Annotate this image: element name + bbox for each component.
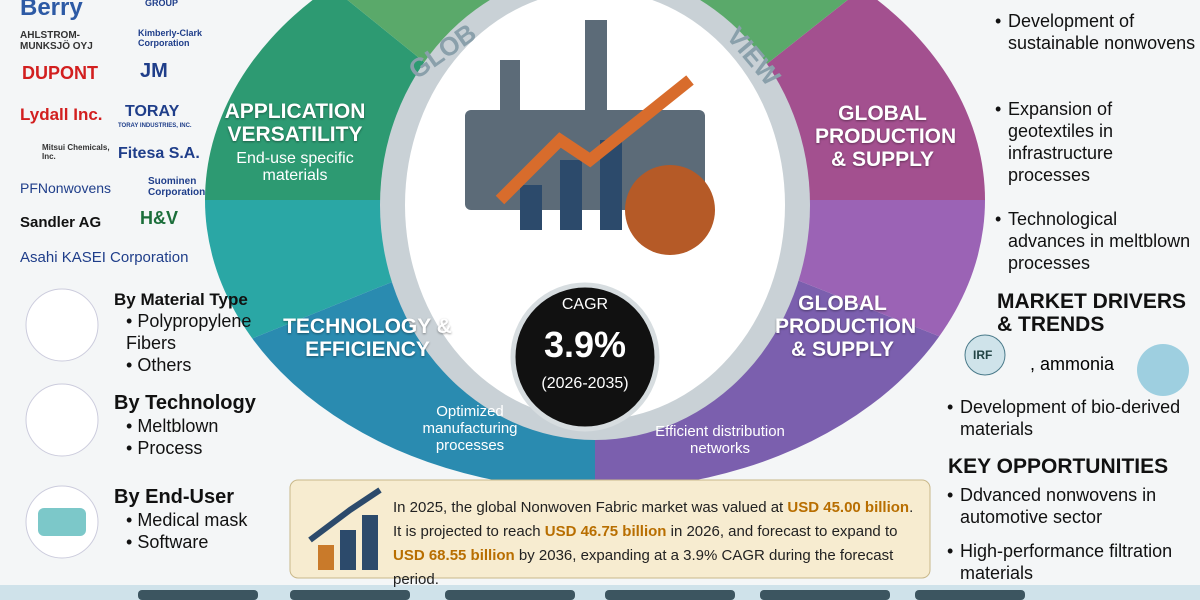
logo: Mitsui Chemicals, Inc. — [42, 143, 110, 161]
cagr-value: 3.9% — [543, 324, 627, 365]
segment-item-text: Process — [137, 438, 203, 458]
trend-item: Technological advances in meltblown proc… — [995, 208, 1193, 274]
icon-label: IRF — [973, 348, 993, 362]
summary-box — [289, 479, 931, 579]
cagr-badge — [510, 282, 660, 432]
factory-icon — [465, 20, 715, 255]
irf-icon — [964, 334, 1006, 376]
wheel-segment-text: Efficient distribution networks — [655, 423, 785, 457]
segment-item-text: Polypropylene Fibers — [126, 311, 252, 353]
segment-item-text: Software — [137, 532, 209, 552]
summary-text: In 2025, the global Nonwoven Fabric mark… — [393, 496, 923, 592]
opportunity-item: High-performance filtration materials — [947, 540, 1195, 584]
summary-part: in 2026, and forecast to expand to — [666, 523, 898, 540]
logo: JM — [140, 60, 168, 82]
summary-part: In 2025, the global Nonwoven Fabric mark… — [393, 499, 788, 516]
logo: Suominen Corporation — [148, 176, 206, 198]
segment: By End-User • Medical mask • Software — [114, 486, 247, 553]
cagr-label: CAGR — [561, 296, 609, 313]
logo: Asahi KASEI Corporation — [20, 249, 189, 266]
logo: Fitesa S.A. — [118, 145, 200, 162]
logo: H&V — [140, 208, 179, 228]
segment-item-text: Meltblown — [137, 416, 219, 436]
bottom-tabs — [138, 590, 1025, 600]
segment-item: • Meltblown — [126, 416, 219, 436]
trend-item: Development of sustainable nonwovens — [995, 10, 1198, 54]
logo: Berry — [20, 0, 83, 21]
segment-item: • Others — [126, 355, 192, 375]
summary-highlight: USD 68.55 billion — [393, 547, 515, 564]
growth-chart-icon — [308, 487, 382, 570]
logo: Lydall Inc. — [20, 105, 103, 124]
wheel-segment-title: TECHNOLOGY & EFFICIENCY — [283, 315, 452, 361]
segment-icons — [25, 288, 99, 559]
wheel-segment-title: APPLICATION VERSATILITY — [224, 100, 366, 146]
ring-icon — [1137, 344, 1189, 396]
segment-item: • Polypropylene Fibers — [126, 311, 252, 353]
driver-text: , ammonia — [1030, 354, 1115, 374]
wheel-segment-text: End-use specific materials — [236, 150, 354, 184]
segment-item: • Software — [126, 532, 209, 552]
segment-item-text: Others — [137, 355, 192, 375]
segment-item: • Medical mask — [126, 510, 248, 530]
segment-title: By Technology — [114, 392, 256, 414]
summary-highlight: USD 46.75 billion — [544, 523, 667, 540]
wheel-segment-text: Optimized manufacturing processes — [422, 403, 518, 454]
cagr-period: (2026-2035) — [541, 375, 629, 392]
section-heading: MARKET DRIVERS & TRENDS — [997, 290, 1187, 336]
segment-item: • Process — [126, 438, 203, 458]
logo: Kimberly-Clark Corporation — [138, 28, 203, 48]
wheel-segment-title: GLOBAL PRODUCTION & SUPPLY — [775, 292, 917, 361]
opportunity-item: Ddvanced nonwovens in automotive sector — [947, 484, 1180, 528]
logo: PFNonwovens — [20, 180, 112, 196]
segment-title: By End-User — [114, 486, 235, 508]
driver-item: Development of bio-derived materials — [947, 396, 1195, 440]
logo: TORAY — [125, 103, 180, 120]
summary-highlight: USD 45.00 billion — [787, 499, 910, 516]
logo: GROUP — [145, 0, 179, 8]
segment-item-text: Medical mask — [137, 510, 248, 530]
logo: DUPONT — [22, 63, 98, 83]
logo: AHLSTROM-MUNKSJÖ OYJ — [20, 30, 93, 52]
segment: By Material Type • Polypropylene Fibers … — [114, 290, 256, 376]
logo: Sandler AG — [20, 214, 102, 231]
summary-part: . It is projected to reach — [393, 499, 914, 540]
section-heading: KEY OPPORTUNITIES — [948, 455, 1169, 478]
segment-title: By Material Type — [114, 290, 248, 309]
segment: By Technology • Meltblown • Process — [114, 392, 256, 459]
summary-part: by 2036, expanding at a 3.9% CAGR during… — [393, 547, 894, 588]
logo: TORAY INDUSTRIES, INC. — [118, 123, 192, 129]
trend-item: Expansion of geotextiles in infrastructu… — [995, 98, 1138, 186]
wheel-segment-title: GLOBAL PRODUCTION & SUPPLY — [815, 102, 957, 171]
